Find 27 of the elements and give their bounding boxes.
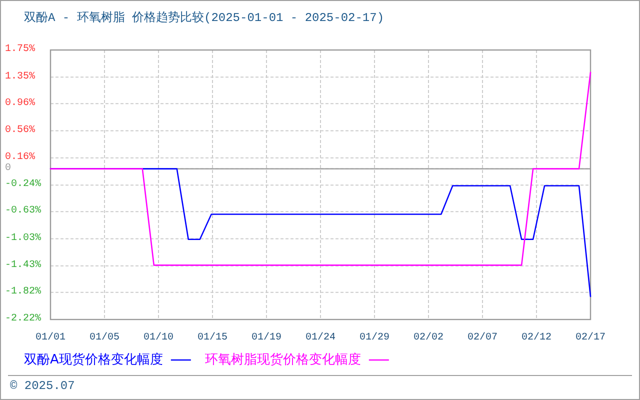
x-tick-label: 02/17: [575, 332, 606, 344]
x-tick-label: 01/15: [197, 332, 228, 344]
x-tick-label: 02/12: [521, 332, 552, 344]
y-tick-label: -2.22%: [5, 314, 42, 325]
legend-label: 环氧树脂现货价格变化幅度: [204, 352, 361, 368]
y-tick-label: -1.03%: [5, 232, 42, 244]
y-tick-label: -1.82%: [5, 286, 42, 298]
x-tick-label: 01/24: [305, 332, 336, 344]
x-tick-label: 01/29: [359, 332, 390, 344]
y-tick-label: 0: [5, 162, 12, 174]
x-tick-label: 01/19: [251, 332, 282, 344]
y-tick-label: -1.43%: [5, 260, 42, 272]
x-tick-label: 01/05: [89, 332, 120, 344]
y-tick-label: 1.75%: [5, 44, 36, 56]
x-tick-label: 02/07: [467, 332, 498, 344]
y-tick-label: 0.96%: [5, 98, 36, 109]
x-tick-label: 01/01: [35, 332, 66, 344]
y-tick-label: 0.16%: [5, 152, 36, 164]
x-tick-label: 01/10: [143, 332, 174, 344]
legend-label: 双酚A现货价格变化幅度: [24, 352, 163, 368]
x-tick-label: 02/02: [413, 332, 444, 344]
chart-title: 双酚A - 环氧树脂 价格趋势比较(2025-01-01 - 2025-02-17): [24, 11, 384, 25]
y-tick-label: -0.63%: [5, 206, 42, 217]
y-tick-label: 1.35%: [5, 71, 36, 82]
y-tick-label: 0.56%: [5, 124, 36, 136]
y-tick-label: -0.24%: [5, 179, 42, 190]
text: © 2025.07: [10, 379, 75, 394]
